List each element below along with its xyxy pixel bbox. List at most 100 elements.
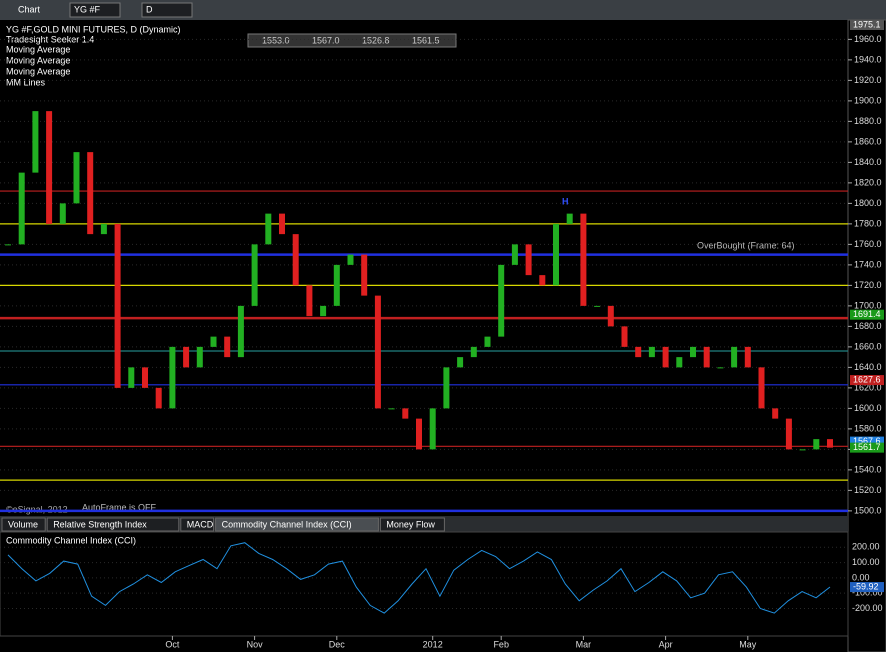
candle: [703, 346, 710, 368]
tab-label[interactable]: Relative Strength Index: [53, 519, 147, 529]
toolbar: [0, 0, 886, 20]
candle: [18, 172, 25, 245]
x-tick-label: Feb: [493, 639, 509, 649]
y-tick-label: -100.00: [852, 588, 883, 598]
candle: [388, 408, 395, 410]
candle: [470, 346, 477, 358]
candle: [785, 418, 792, 450]
ohlc-low: 1526.8: [362, 35, 390, 45]
y-axis-pane: [847, 19, 886, 652]
candle: [676, 357, 683, 368]
price-pane: [0, 20, 848, 516]
y-tick-label: 1660.0: [854, 341, 882, 351]
interval[interactable]: D: [146, 4, 153, 14]
candle: [621, 326, 628, 347]
x-tick-label: 2012: [423, 639, 443, 649]
tab-label[interactable]: Commodity Channel Index (CCI): [222, 519, 352, 529]
candle: [73, 152, 80, 204]
y-tick-label: 1900.0: [854, 95, 882, 105]
candle: [224, 336, 231, 358]
candle: [758, 367, 765, 409]
candle: [347, 254, 354, 265]
y-tick-label: 1580.0: [854, 423, 882, 433]
candle: [553, 223, 559, 286]
study: Moving Average: [6, 66, 70, 76]
copyright: ©eSignal, 2012: [6, 504, 68, 514]
candle: [306, 285, 313, 317]
y-tick-label: 1500.0: [854, 505, 882, 515]
study: Moving Average: [6, 55, 70, 65]
candle: [607, 305, 614, 327]
tab-label[interactable]: Money Flow: [386, 519, 435, 529]
y-tick-label: 1600.0: [854, 403, 882, 413]
candle: [511, 244, 518, 265]
y-tick-label: 1880.0: [854, 116, 882, 126]
autoframe-label: AutoFrame is OFF: [82, 502, 157, 512]
candle: [292, 234, 299, 286]
top-value: 1975.1: [853, 19, 881, 29]
y-tick-label: 100.00: [852, 557, 880, 567]
chart-title: YG #F,GOLD MINI FUTURES, D (Dynamic): [6, 24, 181, 34]
candle: [457, 357, 464, 368]
x-tick-label: Dec: [329, 639, 346, 649]
tab[interactable]: [379, 517, 445, 532]
interval-box[interactable]: [141, 2, 193, 18]
tab[interactable]: [180, 517, 215, 532]
overbought-label: OverBought (Frame: 64): [697, 240, 795, 250]
candle: [100, 223, 107, 235]
candle: [251, 244, 258, 306]
tab-label[interactable]: Volume: [8, 519, 38, 529]
candle: [772, 408, 779, 419]
candle: [333, 264, 340, 306]
candle: [361, 254, 368, 296]
cci-line: [7, 542, 831, 614]
candle: [799, 449, 806, 451]
candle: [416, 418, 422, 450]
y-tick-label: 1860.0: [854, 136, 882, 146]
ohlc-close: 1561.5: [412, 35, 440, 45]
candle: [635, 346, 642, 358]
candle: [813, 439, 820, 450]
y-tick-label: 1700.0: [854, 300, 882, 310]
price-tag-label: 1691.4: [853, 309, 881, 319]
cci-tag: [850, 582, 884, 593]
symbol-box[interactable]: [69, 2, 121, 18]
tab[interactable]: [1, 517, 46, 532]
y-tick-label: 1520.0: [854, 485, 882, 495]
candle: [484, 336, 491, 347]
tab[interactable]: [215, 517, 379, 532]
candle: [443, 367, 450, 409]
candle: [827, 439, 833, 448]
candle: [498, 264, 505, 337]
candle: [279, 213, 285, 235]
y-tick-label: 1820.0: [854, 177, 882, 187]
candle: [525, 244, 532, 276]
candle: [46, 111, 53, 224]
price-tag: [850, 442, 884, 453]
high-marker: H: [562, 196, 569, 206]
candle: [87, 152, 94, 235]
y-tick-label: 1920.0: [854, 75, 882, 85]
candle: [374, 295, 381, 409]
candle: [690, 346, 696, 358]
y-tick-label: 200.00: [852, 542, 880, 552]
candle: [717, 367, 724, 369]
candle: [128, 367, 135, 388]
x-tick-label: Nov: [247, 639, 264, 649]
y-tick-label: 1760.0: [854, 239, 882, 249]
candle: [59, 203, 66, 224]
y-tick-label: 1800.0: [854, 198, 882, 208]
candle: [594, 305, 601, 307]
study: Moving Average: [6, 44, 70, 54]
candle: [169, 346, 176, 409]
x-tick-label: May: [739, 639, 757, 649]
tab-label[interactable]: MACD: [187, 519, 214, 529]
candle: [566, 213, 573, 224]
y-tick-label: 1720.0: [854, 280, 882, 290]
symbol[interactable]: YG #F: [74, 4, 101, 14]
price-tag-label: 1567.6: [853, 436, 881, 446]
tab[interactable]: [46, 517, 180, 532]
x-tick-label: Oct: [165, 639, 180, 649]
price-tag-label: 1627.6: [853, 374, 881, 384]
